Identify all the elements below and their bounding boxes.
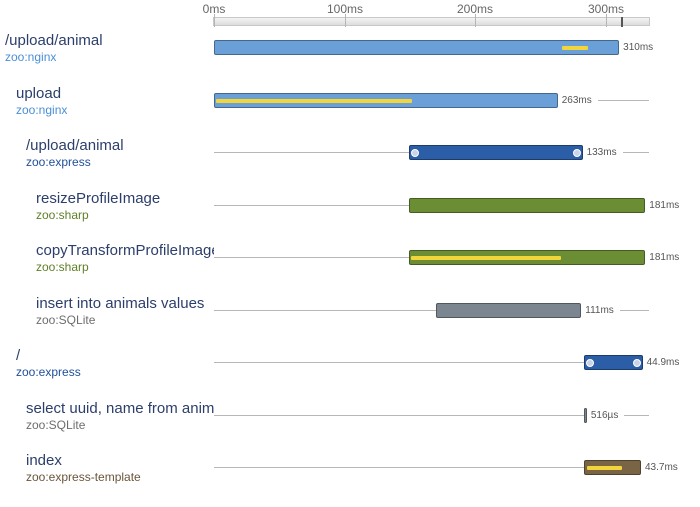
- span-track: [214, 310, 437, 311]
- axis-tick-label: 200ms: [456, 2, 494, 16]
- span-name: copyTransformProfileImage: [36, 242, 214, 259]
- span-service: zoo:express-template: [26, 470, 141, 484]
- span-name: /: [16, 347, 21, 364]
- span-service: zoo:express: [26, 155, 91, 169]
- span-row[interactable]: select uuid, name from animals zoo:SQLite…: [0, 400, 700, 455]
- axis-tick: [475, 14, 476, 27]
- span-bar[interactable]: [214, 40, 620, 55]
- span-start-marker: [585, 359, 594, 367]
- axis-tick: [214, 14, 215, 27]
- span-row[interactable]: /upload/animal zoo:express 133ms: [0, 137, 700, 192]
- span-row[interactable]: /upload/animal zoo:nginx 310ms: [0, 32, 700, 87]
- child-activity-segment: [562, 46, 589, 50]
- span-track: [214, 205, 409, 206]
- span-duration: 44.9ms: [646, 357, 680, 368]
- span-bar[interactable]: [408, 250, 646, 265]
- span-bar[interactable]: [214, 93, 558, 108]
- span-bar[interactable]: [408, 198, 646, 213]
- span-service: zoo:nginx: [5, 50, 57, 64]
- span-track: [214, 415, 584, 416]
- span-service: zoo:sharp: [36, 260, 89, 274]
- span-end-marker: [572, 149, 581, 157]
- span-bar[interactable]: [408, 145, 583, 160]
- span-name: select uuid, name from animals: [26, 400, 214, 417]
- span-bar[interactable]: [583, 460, 641, 475]
- child-activity-segment: [216, 99, 413, 103]
- span-duration: 133ms: [586, 147, 617, 158]
- time-axis: [213, 17, 650, 26]
- span-tail-line: [597, 100, 649, 101]
- span-duration: 43.7ms: [644, 462, 678, 473]
- span-name: insert into animals values: [36, 295, 205, 312]
- span-duration: 516µs: [590, 410, 619, 421]
- axis-tick-label: 100ms: [326, 2, 364, 16]
- span-name: index: [26, 452, 62, 469]
- span-duration: 111ms: [585, 305, 614, 316]
- child-activity-segment: [410, 256, 562, 260]
- span-duration: 181ms: [649, 252, 680, 263]
- span-tail-line: [620, 310, 649, 311]
- span-duration: 181ms: [649, 200, 680, 211]
- span-name: /upload/animal: [26, 137, 124, 154]
- span-tail-line: [623, 415, 649, 416]
- span-row[interactable]: copyTransformProfileImage zoo:sharp 181ms: [0, 242, 700, 297]
- span-row[interactable]: resizeProfileImage zoo:sharp 181ms: [0, 190, 700, 245]
- axis-tick: [345, 14, 346, 27]
- span-bar[interactable]: [436, 303, 582, 318]
- child-activity-segment: [587, 466, 623, 470]
- span-track: [214, 362, 584, 363]
- span-track: [214, 467, 584, 468]
- span-name: upload: [16, 85, 62, 102]
- span-row[interactable]: insert into animals values zoo:SQLite 111m…: [0, 295, 700, 350]
- span-duration: 310ms: [623, 42, 654, 53]
- span-duration: 263ms: [561, 95, 592, 106]
- span-bar[interactable]: [583, 355, 643, 370]
- span-row[interactable]: index zoo:express-template 43.7ms: [0, 452, 700, 507]
- axis-end-marker: [621, 17, 623, 27]
- span-bar[interactable]: [583, 408, 587, 423]
- span-end-marker: [632, 359, 641, 367]
- span-row[interactable]: upload zoo:nginx 263ms: [0, 85, 700, 140]
- span-service: zoo:sharp: [36, 208, 89, 222]
- span-start-marker: [410, 149, 419, 157]
- axis-tick: [606, 14, 607, 27]
- span-service: zoo:SQLite: [26, 418, 86, 432]
- span-name: /upload/animal: [5, 32, 103, 49]
- span-tail-line: [622, 152, 649, 153]
- span-row[interactable]: / zoo:express 44.9ms: [0, 347, 700, 402]
- span-track: [214, 152, 409, 153]
- span-service: zoo:SQLite: [36, 313, 96, 327]
- span-track: [214, 257, 409, 258]
- axis-tick-label: 0ms: [202, 2, 226, 16]
- axis-tick-label: 300ms: [587, 2, 625, 16]
- span-service: zoo:nginx: [16, 103, 68, 117]
- span-service: zoo:express: [16, 365, 81, 379]
- span-name: resizeProfileImage: [36, 190, 161, 207]
